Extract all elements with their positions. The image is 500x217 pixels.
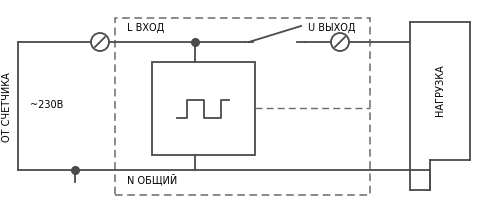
Text: U ВЫХОД: U ВЫХОД (308, 23, 356, 33)
Text: N ОБЩИЙ: N ОБЩИЙ (127, 174, 177, 186)
Text: L ВХОД: L ВХОД (127, 23, 164, 33)
Text: НАГРУЗКА: НАГРУЗКА (435, 64, 445, 116)
Bar (115, 18, 370, 195)
Text: ~230В: ~230В (30, 100, 64, 110)
Text: ОТ СЧЁТЧИКА: ОТ СЧЁТЧИКА (2, 72, 12, 142)
Bar (152, 62, 255, 155)
